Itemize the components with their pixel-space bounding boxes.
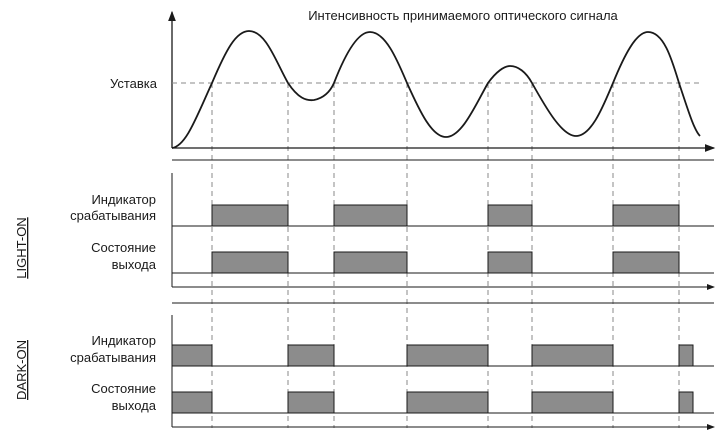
- light-on-output-label-1: Состояние: [91, 240, 156, 255]
- light-on-indicator-label-1: Индикатор: [91, 192, 156, 207]
- mode-label-dark-on: DARK-ON: [14, 340, 29, 400]
- dark-on-indicator-label-1: Индикатор: [91, 333, 156, 348]
- pulse-4: [678, 391, 694, 414]
- pulse-3: [531, 391, 614, 414]
- light-on-indicator-label-2: срабатывания: [70, 208, 156, 223]
- mode-dark-on: DARK-ON Индикатор срабатывания Состояние…: [14, 315, 715, 430]
- pulse-3: [612, 204, 680, 227]
- pulse-0: [171, 391, 213, 414]
- pulse-3: [531, 344, 614, 367]
- dark-on-indicator-pulses: [171, 344, 694, 367]
- signal-plot: Интенсивность принимаемого оптического с…: [110, 8, 716, 152]
- threshold-label: Уставка: [110, 76, 158, 91]
- pulse-2: [406, 391, 489, 414]
- dark-on-indicator-label-2: срабатывания: [70, 350, 156, 365]
- pulse-2: [406, 344, 489, 367]
- pulse-3: [612, 251, 680, 274]
- light-on-output-pulses: [211, 251, 680, 274]
- light-on-indicator-pulses: [211, 204, 680, 227]
- dark-on-output-label-1: Состояние: [91, 381, 156, 396]
- pulse-1: [333, 204, 408, 227]
- pulse-2: [487, 251, 533, 274]
- pulse-1: [333, 251, 408, 274]
- mode-light-on: LIGHT-ON Индикатор срабатывания Состояни…: [14, 173, 715, 290]
- pulse-4: [678, 344, 694, 367]
- dark-on-output-pulses: [171, 391, 694, 414]
- light-on-output-label-2: выхода: [112, 257, 157, 272]
- pulse-0: [211, 251, 289, 274]
- chart-title: Интенсивность принимаемого оптического с…: [308, 8, 618, 23]
- mode-label-light-on: LIGHT-ON: [14, 217, 29, 278]
- pulse-1: [287, 344, 335, 367]
- pulse-1: [287, 391, 335, 414]
- pulse-2: [487, 204, 533, 227]
- signal-curve: [171, 30, 701, 149]
- pulse-0: [211, 204, 289, 227]
- pulse-0: [171, 344, 213, 367]
- dark-on-output-label-2: выхода: [112, 398, 157, 413]
